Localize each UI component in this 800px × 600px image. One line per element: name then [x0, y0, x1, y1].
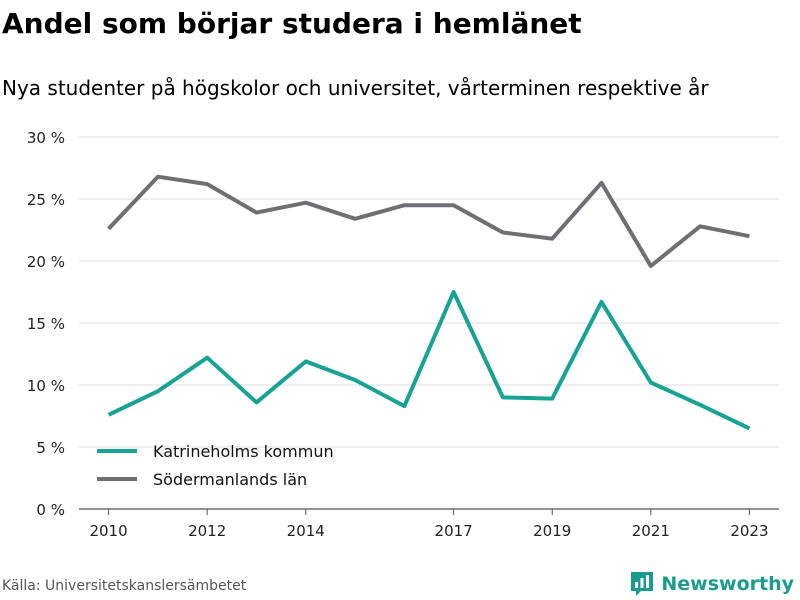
- x-tick-label: 2021: [632, 522, 670, 540]
- y-tick-label: 20 %: [27, 253, 65, 271]
- x-tick-label: 2012: [188, 522, 226, 540]
- legend-label-katrineholm: Katrineholms kommun: [153, 441, 334, 461]
- x-tick-label: 2023: [730, 522, 768, 540]
- x-tick-label: 2010: [89, 522, 127, 540]
- y-tick-label: 30 %: [27, 129, 65, 147]
- brand-name: Newsworthy: [661, 573, 794, 595]
- legend-item-sodermanland[interactable]: Södermanlands län: [97, 465, 334, 493]
- source-note: Källa: Universitetskanslersämbetet: [2, 578, 247, 594]
- axes: 0 % 5 % 10 % 15 % 20 % 25 % 30 % 2010 2012 2014 20…: [27, 129, 769, 540]
- y-tick-label: 25 %: [27, 191, 65, 209]
- series-line-katrineholm: [107, 290, 751, 431]
- y-tick-label: 5 %: [36, 439, 65, 457]
- chart-subtitle: Nya studenter på högskolor och universit…: [2, 76, 709, 100]
- legend-swatch-katrineholm: [97, 449, 137, 453]
- newsworthy-logo-icon: [631, 572, 654, 596]
- x-tick-label: 2017: [435, 522, 473, 540]
- x-tick-label: 2019: [533, 522, 571, 540]
- legend-label-sodermanland: Södermanlands län: [153, 469, 308, 489]
- y-tick-label: 10 %: [27, 377, 65, 395]
- series-lines: [107, 174, 751, 431]
- brand[interactable]: Newsworthy: [629, 570, 794, 598]
- x-tick-label: 2014: [287, 522, 325, 540]
- y-tick-label: 0 %: [36, 501, 65, 519]
- series-line-sodermanland: [107, 174, 750, 268]
- legend: Katrineholms kommun Södermanlands län: [97, 437, 334, 493]
- legend-item-katrineholm[interactable]: Katrineholms kommun: [97, 437, 334, 465]
- chart-title: Andel som börjar studera i hemlänet: [2, 7, 582, 40]
- y-tick-label: 15 %: [27, 315, 65, 333]
- legend-swatch-sodermanland: [97, 477, 137, 481]
- gridlines: [79, 136, 779, 510]
